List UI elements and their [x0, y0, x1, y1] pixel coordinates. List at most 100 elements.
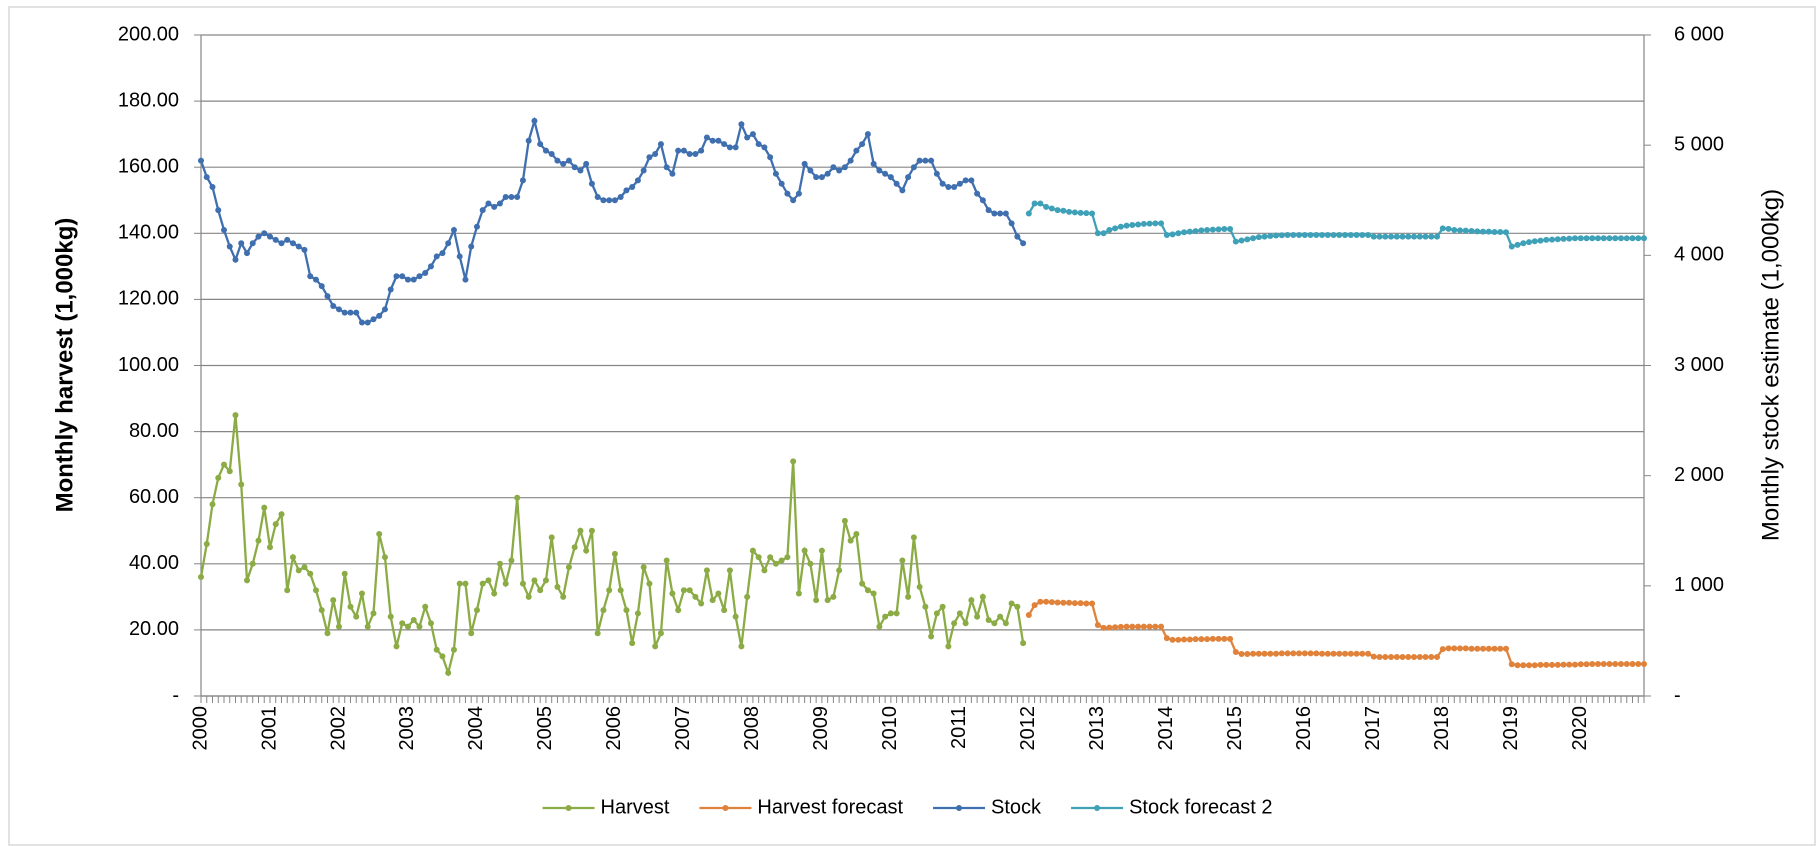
point [1227, 226, 1234, 233]
point [560, 160, 567, 167]
legend-marker [1094, 805, 1101, 811]
point [1589, 660, 1596, 667]
point [456, 253, 463, 260]
point [1209, 226, 1216, 233]
point [1531, 662, 1538, 669]
point [226, 468, 233, 475]
point [945, 643, 952, 650]
x-tick-label: 2000 [189, 706, 211, 751]
point [1514, 241, 1521, 248]
y-tick-label: 40.00 [129, 552, 179, 574]
point [1198, 636, 1205, 643]
point [1089, 210, 1096, 217]
point [1284, 650, 1291, 657]
point [261, 230, 268, 237]
point [1244, 651, 1251, 658]
point [795, 190, 802, 197]
point [422, 603, 429, 610]
point [1077, 600, 1084, 607]
point [393, 273, 400, 280]
point [1508, 243, 1515, 250]
point [485, 200, 492, 207]
point [203, 540, 210, 547]
point [847, 157, 854, 164]
point [1066, 208, 1073, 215]
point [1054, 207, 1061, 214]
point [1468, 645, 1475, 652]
point [1020, 240, 1027, 247]
point [1439, 225, 1446, 232]
y2-axis-title: Monthly stock estimate (1,000kg) [1757, 189, 1784, 541]
point [709, 597, 716, 604]
point [939, 603, 946, 610]
point [1457, 227, 1464, 234]
point [1186, 228, 1193, 235]
point [1445, 645, 1452, 652]
point [542, 147, 549, 154]
point [1284, 231, 1291, 238]
point [1462, 645, 1469, 652]
point [864, 131, 871, 138]
point [1439, 646, 1446, 653]
point [1020, 640, 1027, 647]
point [899, 187, 906, 194]
point [1629, 660, 1636, 667]
point [979, 197, 986, 204]
point [1370, 653, 1377, 660]
point [1296, 231, 1303, 238]
point [1025, 612, 1032, 619]
point [537, 587, 544, 594]
point [220, 461, 227, 468]
point [1445, 225, 1452, 232]
point [456, 580, 463, 587]
point [1347, 650, 1354, 657]
point [1554, 661, 1561, 668]
point [1163, 635, 1170, 642]
point [715, 137, 722, 144]
x-tick-label: 2012 [1017, 706, 1039, 751]
point [640, 167, 647, 174]
point [1566, 235, 1573, 242]
y2-tick-label: 3 000 [1674, 354, 1724, 376]
point [479, 580, 486, 587]
point [1273, 232, 1280, 239]
x-tick-label: 2007 [672, 706, 694, 751]
point [312, 587, 319, 594]
point [1577, 661, 1584, 668]
series-line [199, 116, 1024, 324]
point [841, 517, 848, 524]
point [1370, 233, 1377, 240]
point [600, 607, 607, 614]
point [226, 243, 233, 250]
point [284, 236, 291, 243]
point [416, 273, 423, 280]
point [370, 316, 377, 323]
point [824, 170, 831, 177]
point [353, 309, 360, 316]
point [893, 180, 900, 187]
point [243, 250, 250, 257]
point [1175, 230, 1182, 237]
point [985, 207, 992, 214]
point [841, 164, 848, 171]
point [278, 511, 285, 518]
point [1623, 235, 1630, 242]
point [772, 560, 779, 567]
point [215, 474, 222, 481]
x-tick-label: 2011 [948, 706, 970, 749]
x-tick-label: 2018 [1431, 706, 1453, 751]
point [956, 180, 963, 187]
point [1606, 660, 1613, 667]
x-tick-label: 2009 [810, 706, 832, 751]
point [1393, 654, 1400, 661]
point [1577, 235, 1584, 242]
point [381, 306, 388, 313]
point [928, 633, 935, 640]
point [583, 160, 590, 167]
point [560, 593, 567, 600]
point [433, 253, 440, 260]
point [404, 623, 411, 630]
point [1048, 599, 1055, 606]
point [634, 610, 641, 617]
